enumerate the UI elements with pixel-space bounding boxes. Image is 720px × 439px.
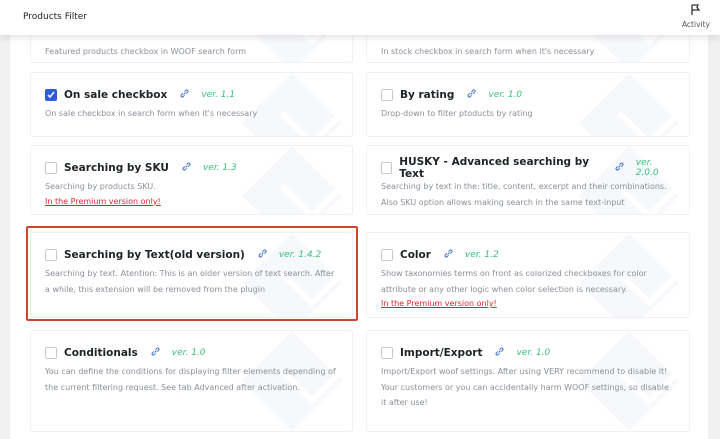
check-icon	[47, 91, 55, 99]
card-header: Color ver. 1.2	[381, 247, 675, 263]
extension-description: Import/Export woof settings. After using…	[381, 367, 669, 407]
premium-link[interactable]: In the Premium version only!	[381, 299, 497, 308]
extension-name: Conditionals	[64, 347, 138, 359]
link-icon[interactable]	[151, 347, 160, 359]
extension-description: Searching by text. Atention: This is an …	[45, 269, 335, 294]
card-header: HUSKY - Advanced searching by Text ver. …	[381, 156, 675, 180]
flag-icon	[691, 4, 701, 15]
premium-link[interactable]: In the Premium version only!	[45, 196, 161, 206]
extension-description: In stock checkbox in search form when it…	[381, 47, 595, 56]
extension-card: HUSKY - Advanced searching by Text ver. …	[366, 145, 690, 215]
link-icon[interactable]	[258, 249, 267, 261]
extension-card: By rating ver. 1.0 Drop-down to filter pt…	[366, 72, 690, 137]
background-pattern	[579, 146, 682, 214]
enable-checkbox[interactable]	[381, 249, 393, 261]
background-pattern	[579, 233, 682, 317]
enable-checkbox[interactable]	[381, 89, 393, 101]
version-label: ver. 1.2	[464, 250, 499, 260]
link-icon[interactable]	[615, 162, 624, 174]
link-icon[interactable]	[495, 347, 504, 359]
background-pattern	[242, 233, 345, 317]
top-bar: Products Filter Activity	[0, 0, 720, 35]
extension-name: Searching by SKU	[64, 162, 169, 174]
extension-name: HUSKY - Advanced searching by Text	[399, 156, 590, 180]
highlight-box	[26, 226, 358, 321]
extension-description: Drop-down to filter ptoducts by rating	[381, 109, 533, 118]
extension-description: Searching by text in the: title, content…	[381, 182, 667, 207]
extension-card: Import/Export ver. 1.0 Import/Export woof…	[366, 330, 690, 432]
extension-card: Color ver. 1.2 Show taxonomies terms on f…	[366, 232, 690, 318]
extension-description: Searching by products SKU.	[45, 182, 156, 191]
background-pattern	[242, 73, 345, 136]
link-icon[interactable]	[182, 162, 191, 174]
enable-checkbox[interactable]	[45, 89, 57, 101]
version-label: ver. 1.1	[201, 90, 236, 100]
version-label: ver. 1.0	[516, 348, 551, 358]
background-pattern	[242, 331, 345, 431]
extension-description: Featured products checkbox in WOOF searc…	[45, 47, 247, 56]
enable-checkbox[interactable]	[45, 347, 57, 359]
card-header: By rating ver. 1.0	[381, 87, 675, 103]
extension-card: Conditionals ver. 1.0 You can define the …	[30, 330, 353, 432]
extension-description: You can define the conditions for displa…	[45, 367, 336, 392]
extension-name: On sale checkbox	[64, 89, 168, 101]
version-label: ver. 1.4.2	[278, 250, 322, 260]
card-header: Searching by SKU ver. 1.3	[45, 160, 338, 176]
extension-name: Searching by Text(old version)	[64, 249, 245, 261]
card-header: Conditionals ver. 1.0	[45, 345, 338, 361]
extension-card: Searching by SKU ver. 1.3 Searching by pr…	[30, 145, 353, 215]
link-icon[interactable]	[467, 89, 476, 101]
enable-checkbox[interactable]	[381, 347, 393, 359]
extension-card: Searching by Text(old version) ver. 1.4.…	[30, 232, 353, 318]
link-icon[interactable]	[444, 249, 453, 261]
activity-label: Activity	[681, 20, 710, 29]
link-icon[interactable]	[180, 89, 189, 101]
card-header: On sale checkbox ver. 1.1	[45, 87, 338, 103]
enable-checkbox[interactable]	[45, 249, 57, 261]
page-title: Products Filter	[23, 12, 88, 22]
background-pattern	[579, 331, 682, 431]
card-header: Searching by Text(old version) ver. 1.4.…	[45, 247, 338, 263]
extension-card: On sale checkbox ver. 1.1 On sale checkbo…	[30, 72, 353, 137]
version-label: ver. 2.0.0	[635, 158, 659, 178]
enable-checkbox[interactable]	[381, 162, 393, 174]
version-label: ver. 1.3	[202, 163, 237, 173]
version-label: ver. 1.0	[488, 90, 523, 100]
background-pattern	[579, 73, 682, 136]
extension-name: By rating	[400, 89, 455, 101]
card-header: Import/Export ver. 1.0	[381, 345, 675, 361]
enable-checkbox[interactable]	[45, 162, 57, 174]
extension-name: Color	[400, 249, 431, 261]
activity-button[interactable]: Activity	[682, 4, 710, 29]
extension-name: Import/Export	[400, 347, 483, 359]
extension-description: Show taxonomies terms on front as colori…	[381, 269, 647, 294]
version-label: ver. 1.0	[171, 348, 206, 358]
extension-description: On sale checkbox in search form when it'…	[45, 109, 258, 118]
background-pattern	[242, 146, 345, 214]
